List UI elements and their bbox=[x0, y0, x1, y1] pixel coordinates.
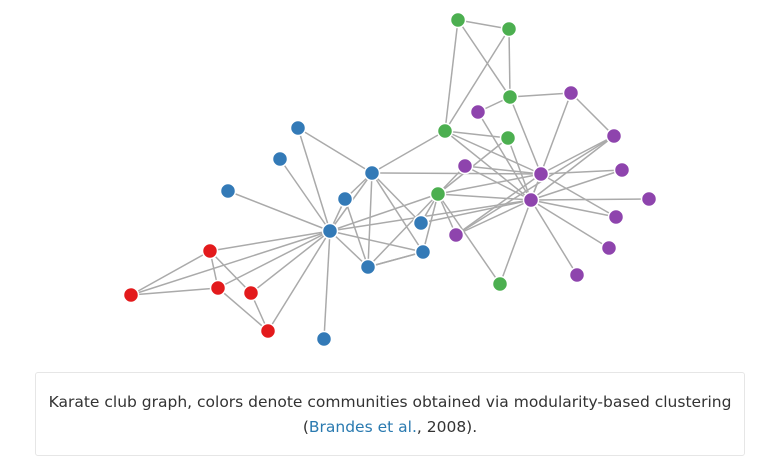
blue-community-node bbox=[315, 330, 333, 348]
graph-edge bbox=[530, 199, 617, 218]
graph-edge bbox=[227, 190, 331, 232]
blue-community-node bbox=[271, 150, 289, 168]
purple-community-node bbox=[532, 165, 550, 183]
blue-community-node bbox=[414, 243, 432, 261]
green-community-node bbox=[500, 20, 518, 38]
blue-community-node bbox=[336, 190, 354, 208]
purple-community-node bbox=[456, 157, 474, 175]
green-community-node bbox=[436, 122, 454, 140]
graph-edge bbox=[250, 230, 331, 294]
graph-edge bbox=[209, 230, 331, 252]
green-community-node bbox=[491, 275, 509, 293]
graph-edge bbox=[509, 92, 572, 98]
graph-edge bbox=[344, 198, 369, 268]
blue-community-node bbox=[359, 258, 377, 276]
caption-open-paren: ( bbox=[302, 418, 309, 436]
graph-edge bbox=[329, 230, 424, 253]
graph-edge bbox=[371, 172, 542, 175]
green-community-node bbox=[499, 129, 517, 147]
purple-community-node bbox=[568, 266, 586, 284]
graph-edge bbox=[530, 199, 578, 276]
red-community-node bbox=[242, 284, 260, 302]
graph-edge bbox=[329, 230, 369, 268]
graph-edge bbox=[130, 230, 331, 296]
graph-edge bbox=[371, 130, 446, 174]
graph-edge bbox=[437, 173, 542, 195]
graph-edge bbox=[367, 193, 439, 268]
graph-edge bbox=[279, 158, 331, 232]
graph-edge bbox=[530, 199, 610, 249]
purple-community-node bbox=[613, 161, 631, 179]
graph-edge bbox=[323, 230, 331, 340]
graph-edge bbox=[297, 127, 331, 232]
graph-edges bbox=[130, 19, 650, 340]
graph-edge bbox=[209, 250, 252, 294]
graph-edge bbox=[455, 135, 615, 236]
blue-community-node bbox=[363, 164, 381, 182]
graph-edge bbox=[508, 28, 511, 98]
graph-edge bbox=[267, 230, 331, 332]
blue-community-node bbox=[321, 222, 339, 240]
graph-edge bbox=[130, 250, 211, 296]
graph-edge bbox=[437, 193, 532, 201]
graph-edge bbox=[367, 172, 373, 268]
green-community-node bbox=[501, 88, 519, 106]
graph-edge bbox=[540, 135, 615, 175]
graph-edge bbox=[444, 130, 542, 175]
graph-edge bbox=[540, 173, 617, 218]
figure-caption: Karate club graph, colors denote communi… bbox=[35, 372, 745, 456]
graph-edge bbox=[444, 130, 509, 139]
caption-citation-rest: , 2008). bbox=[416, 418, 478, 436]
red-community-node bbox=[209, 279, 227, 297]
graph-edge bbox=[444, 28, 510, 132]
graph-edge bbox=[217, 287, 269, 332]
graph-edge bbox=[530, 169, 623, 201]
graph-edge bbox=[530, 198, 650, 201]
graph-edge bbox=[371, 172, 424, 253]
graph-edge bbox=[444, 130, 532, 201]
graph-edge bbox=[329, 193, 439, 232]
graph-edge bbox=[509, 96, 542, 175]
graph-edge bbox=[422, 193, 439, 253]
red-community-node bbox=[122, 286, 140, 304]
blue-community-node bbox=[412, 214, 430, 232]
graph-edge bbox=[444, 19, 459, 132]
blue-community-node bbox=[289, 119, 307, 137]
caption-text: Karate club graph, colors denote communi… bbox=[48, 393, 732, 411]
red-community-node bbox=[201, 242, 219, 260]
purple-community-node bbox=[562, 84, 580, 102]
blue-community-node bbox=[219, 182, 237, 200]
purple-community-node bbox=[447, 226, 465, 244]
graph-edge bbox=[329, 199, 532, 232]
brandes-citation-link[interactable]: Brandes et al. bbox=[308, 418, 417, 436]
graph-edge bbox=[437, 193, 501, 285]
graph-nodes bbox=[122, 11, 658, 348]
purple-community-node bbox=[607, 208, 625, 226]
graph-edge bbox=[297, 127, 373, 174]
purple-community-node bbox=[605, 127, 623, 145]
purple-community-node bbox=[600, 239, 618, 257]
graph-edge bbox=[455, 199, 532, 236]
graph-edge bbox=[499, 199, 532, 285]
green-community-node bbox=[429, 185, 447, 203]
graph-edge bbox=[457, 19, 511, 98]
graph-edge bbox=[457, 19, 510, 30]
purple-community-node bbox=[522, 191, 540, 209]
graph-edge bbox=[367, 251, 424, 268]
graph-edge bbox=[420, 199, 532, 224]
green-community-node bbox=[449, 11, 467, 29]
red-community-node bbox=[259, 322, 277, 340]
graph-edge bbox=[371, 172, 422, 224]
graph-edge bbox=[477, 111, 532, 201]
purple-community-node bbox=[640, 190, 658, 208]
graph-edge bbox=[455, 173, 542, 236]
caption-citation: (Brandes et al., 2008). bbox=[36, 415, 744, 440]
karate-club-network-graph bbox=[122, 11, 658, 348]
graph-edge bbox=[530, 135, 615, 201]
graph-edge bbox=[130, 287, 219, 296]
purple-community-node bbox=[469, 103, 487, 121]
graph-edge bbox=[570, 92, 615, 137]
graph-edge bbox=[464, 165, 542, 175]
